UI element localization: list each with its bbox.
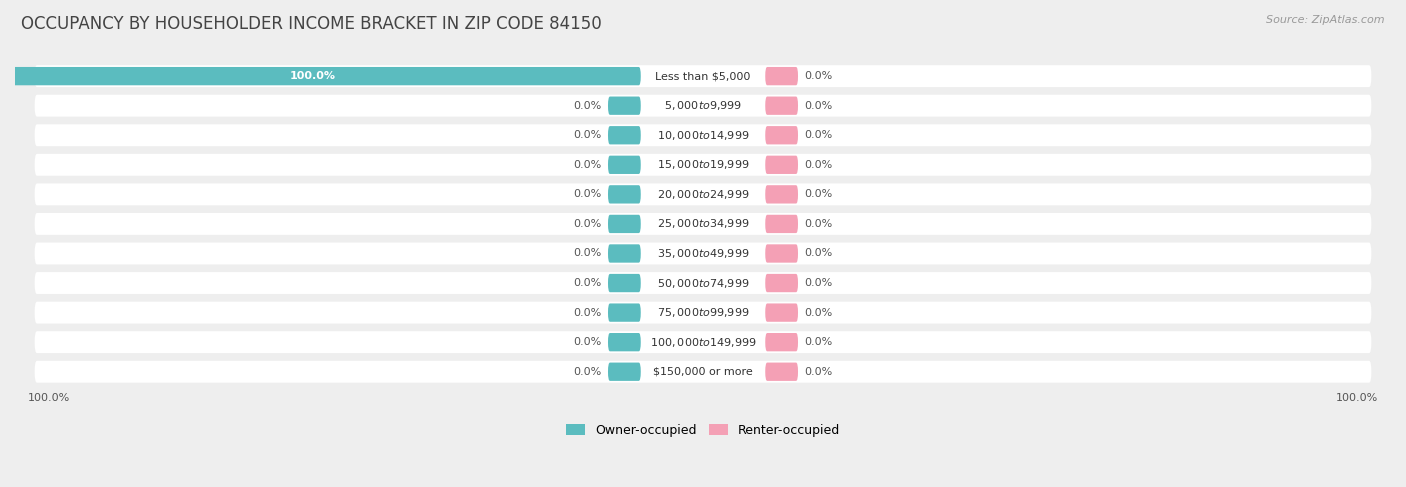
FancyBboxPatch shape <box>607 156 641 174</box>
Text: 100.0%: 100.0% <box>290 71 336 81</box>
Text: $75,000 to $99,999: $75,000 to $99,999 <box>657 306 749 319</box>
FancyBboxPatch shape <box>765 96 799 115</box>
FancyBboxPatch shape <box>35 331 1371 353</box>
Text: 0.0%: 0.0% <box>574 367 602 377</box>
Text: 0.0%: 0.0% <box>804 130 832 140</box>
FancyBboxPatch shape <box>0 67 641 85</box>
Text: 0.0%: 0.0% <box>804 278 832 288</box>
Text: $35,000 to $49,999: $35,000 to $49,999 <box>657 247 749 260</box>
FancyBboxPatch shape <box>765 215 799 233</box>
FancyBboxPatch shape <box>35 124 1371 146</box>
FancyBboxPatch shape <box>765 126 799 145</box>
Text: 0.0%: 0.0% <box>804 101 832 111</box>
FancyBboxPatch shape <box>765 333 799 351</box>
Text: 0.0%: 0.0% <box>574 248 602 259</box>
FancyBboxPatch shape <box>35 243 1371 264</box>
FancyBboxPatch shape <box>607 303 641 322</box>
Text: Less than $5,000: Less than $5,000 <box>655 71 751 81</box>
Text: 0.0%: 0.0% <box>804 337 832 347</box>
Text: $10,000 to $14,999: $10,000 to $14,999 <box>657 129 749 142</box>
Text: $20,000 to $24,999: $20,000 to $24,999 <box>657 188 749 201</box>
Text: 0.0%: 0.0% <box>574 337 602 347</box>
Text: 0.0%: 0.0% <box>574 130 602 140</box>
Text: 100.0%: 100.0% <box>1336 393 1378 403</box>
Text: 0.0%: 0.0% <box>574 160 602 170</box>
Text: $5,000 to $9,999: $5,000 to $9,999 <box>664 99 742 112</box>
FancyBboxPatch shape <box>35 361 1371 383</box>
Text: 0.0%: 0.0% <box>804 160 832 170</box>
Text: 0.0%: 0.0% <box>804 71 832 81</box>
Text: $150,000 or more: $150,000 or more <box>654 367 752 377</box>
FancyBboxPatch shape <box>35 95 1371 116</box>
FancyBboxPatch shape <box>35 301 1371 323</box>
FancyBboxPatch shape <box>35 154 1371 176</box>
Text: 100.0%: 100.0% <box>28 393 70 403</box>
Text: $15,000 to $19,999: $15,000 to $19,999 <box>657 158 749 171</box>
Text: 0.0%: 0.0% <box>574 278 602 288</box>
Text: 0.0%: 0.0% <box>804 248 832 259</box>
FancyBboxPatch shape <box>35 213 1371 235</box>
FancyBboxPatch shape <box>607 244 641 262</box>
Text: $25,000 to $34,999: $25,000 to $34,999 <box>657 217 749 230</box>
Text: 0.0%: 0.0% <box>574 189 602 199</box>
FancyBboxPatch shape <box>607 362 641 381</box>
Text: Source: ZipAtlas.com: Source: ZipAtlas.com <box>1267 15 1385 25</box>
FancyBboxPatch shape <box>765 244 799 262</box>
FancyBboxPatch shape <box>35 272 1371 294</box>
FancyBboxPatch shape <box>607 274 641 292</box>
Text: 0.0%: 0.0% <box>574 308 602 318</box>
FancyBboxPatch shape <box>765 67 799 85</box>
Text: 0.0%: 0.0% <box>804 189 832 199</box>
Text: 0.0%: 0.0% <box>804 367 832 377</box>
Text: 0.0%: 0.0% <box>804 219 832 229</box>
FancyBboxPatch shape <box>607 126 641 145</box>
FancyBboxPatch shape <box>765 362 799 381</box>
Text: 0.0%: 0.0% <box>804 308 832 318</box>
FancyBboxPatch shape <box>35 65 1371 87</box>
FancyBboxPatch shape <box>35 184 1371 206</box>
Text: $50,000 to $74,999: $50,000 to $74,999 <box>657 277 749 290</box>
FancyBboxPatch shape <box>765 156 799 174</box>
FancyBboxPatch shape <box>607 96 641 115</box>
Legend: Owner-occupied, Renter-occupied: Owner-occupied, Renter-occupied <box>561 419 845 442</box>
Text: $100,000 to $149,999: $100,000 to $149,999 <box>650 336 756 349</box>
FancyBboxPatch shape <box>607 333 641 351</box>
FancyBboxPatch shape <box>765 185 799 204</box>
FancyBboxPatch shape <box>607 215 641 233</box>
Text: OCCUPANCY BY HOUSEHOLDER INCOME BRACKET IN ZIP CODE 84150: OCCUPANCY BY HOUSEHOLDER INCOME BRACKET … <box>21 15 602 33</box>
Text: 0.0%: 0.0% <box>574 101 602 111</box>
Text: 0.0%: 0.0% <box>574 219 602 229</box>
FancyBboxPatch shape <box>607 185 641 204</box>
FancyBboxPatch shape <box>765 303 799 322</box>
FancyBboxPatch shape <box>765 274 799 292</box>
